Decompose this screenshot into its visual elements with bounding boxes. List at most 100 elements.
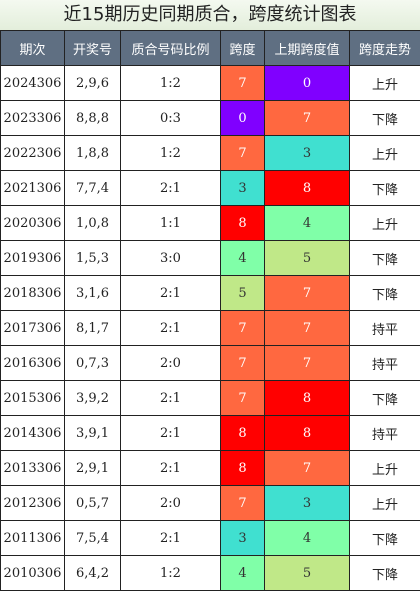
span-cell: 8 — [221, 416, 265, 451]
numbers-cell: 0,7,3 — [65, 346, 121, 381]
trend-cell: 持平 — [350, 416, 420, 451]
prev-span-cell: 7 — [265, 451, 350, 486]
prev-span-cell: 7 — [265, 346, 350, 381]
prev-span-cell: 8 — [265, 171, 350, 206]
period-cell: 2011306 — [1, 521, 65, 556]
ratio-cell: 2:1 — [121, 451, 221, 486]
ratio-cell: 1:2 — [121, 136, 221, 171]
span-cell: 7 — [221, 311, 265, 346]
prev-span-cell: 7 — [265, 276, 350, 311]
span-cell: 8 — [221, 206, 265, 241]
span-cell: 0 — [221, 101, 265, 136]
numbers-cell: 3,1,6 — [65, 276, 121, 311]
prev-span-cell: 8 — [265, 381, 350, 416]
page-title: 近15期历史同期质合，跨度统计图表 — [0, 0, 420, 31]
ratio-cell: 0:3 — [121, 101, 221, 136]
trend-cell: 下降 — [350, 101, 420, 136]
header-numbers: 开奖号 — [65, 31, 121, 66]
trend-cell: 上升 — [350, 136, 420, 171]
ratio-cell: 1:2 — [121, 66, 221, 101]
numbers-cell: 2,9,6 — [65, 66, 121, 101]
numbers-cell: 0,5,7 — [65, 486, 121, 521]
period-cell: 2014306 — [1, 416, 65, 451]
prev-span-cell: 3 — [265, 486, 350, 521]
prev-span-cell: 8 — [265, 416, 350, 451]
prev-span-cell: 0 — [265, 66, 350, 101]
trend-cell: 上升 — [350, 486, 420, 521]
numbers-cell: 1,5,3 — [65, 241, 121, 276]
span-cell: 7 — [221, 136, 265, 171]
trend-cell: 下降 — [350, 276, 420, 311]
ratio-cell: 1:1 — [121, 206, 221, 241]
trend-cell: 上升 — [350, 206, 420, 241]
period-cell: 2021306 — [1, 171, 65, 206]
numbers-cell: 3,9,2 — [65, 381, 121, 416]
numbers-cell: 1,0,8 — [65, 206, 121, 241]
ratio-cell: 1:2 — [121, 556, 221, 591]
period-cell: 2012306 — [1, 486, 65, 521]
span-cell: 3 — [221, 521, 265, 556]
trend-cell: 持平 — [350, 311, 420, 346]
ratio-cell: 2:1 — [121, 381, 221, 416]
period-cell: 2017306 — [1, 311, 65, 346]
header-period: 期次 — [1, 31, 65, 66]
prev-span-cell: 3 — [265, 136, 350, 171]
period-cell: 2018306 — [1, 276, 65, 311]
trend-cell: 上升 — [350, 66, 420, 101]
prev-span-cell: 4 — [265, 521, 350, 556]
ratio-cell: 3:0 — [121, 241, 221, 276]
header-trend: 跨度走势 — [350, 31, 420, 66]
numbers-cell: 7,7,4 — [65, 171, 121, 206]
ratio-cell: 2:1 — [121, 276, 221, 311]
numbers-cell: 8,8,8 — [65, 101, 121, 136]
period-cell: 2019306 — [1, 241, 65, 276]
header-prev-span: 上期跨度值 — [265, 31, 350, 66]
period-cell: 2010306 — [1, 556, 65, 591]
ratio-cell: 2:1 — [121, 416, 221, 451]
span-cell: 4 — [221, 556, 265, 591]
trend-cell: 下降 — [350, 381, 420, 416]
period-cell: 2022306 — [1, 136, 65, 171]
header-row: 期次 开奖号 质合号码比例 跨度 上期跨度值 跨度走势 — [1, 31, 420, 66]
span-cell: 4 — [221, 241, 265, 276]
numbers-cell: 6,4,2 — [65, 556, 121, 591]
header-span: 跨度 — [221, 31, 265, 66]
numbers-cell: 2,9,1 — [65, 451, 121, 486]
trend-cell: 上升 — [350, 451, 420, 486]
trend-cell: 下降 — [350, 556, 420, 591]
prev-span-cell: 4 — [265, 206, 350, 241]
ratio-cell: 2:0 — [121, 486, 221, 521]
trend-cell: 下降 — [350, 521, 420, 556]
numbers-cell: 8,1,7 — [65, 311, 121, 346]
span-cell: 7 — [221, 486, 265, 521]
trend-cell: 下降 — [350, 241, 420, 276]
ratio-cell: 2:1 — [121, 311, 221, 346]
prev-span-cell: 5 — [265, 556, 350, 591]
trend-cell: 下降 — [350, 171, 420, 206]
span-cell: 7 — [221, 381, 265, 416]
numbers-cell: 1,8,8 — [65, 136, 121, 171]
period-cell: 2020306 — [1, 206, 65, 241]
period-cell: 2016306 — [1, 346, 65, 381]
span-cell: 8 — [221, 451, 265, 486]
prev-span-cell: 7 — [265, 311, 350, 346]
span-cell: 5 — [221, 276, 265, 311]
span-cell: 3 — [221, 171, 265, 206]
period-cell: 2015306 — [1, 381, 65, 416]
